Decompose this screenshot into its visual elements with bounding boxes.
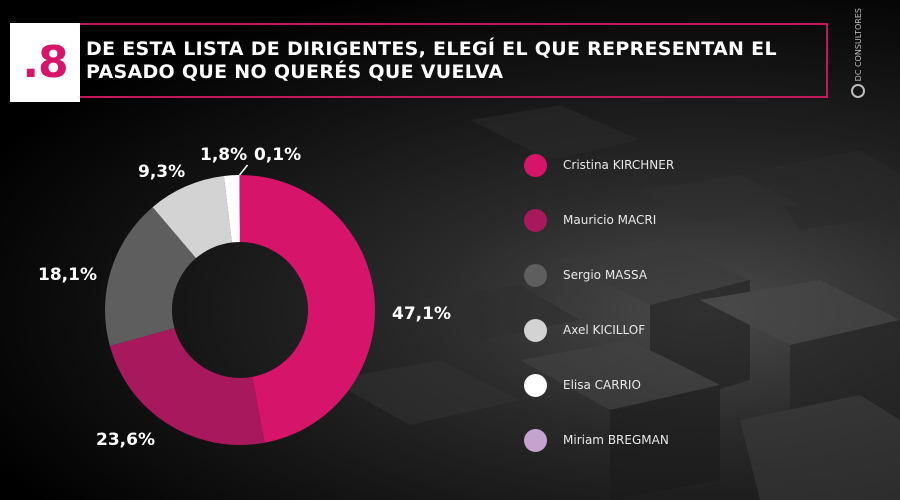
question-title-box: DE ESTA LISTA DE DIRIGENTES, ELEGÍ EL QU… xyxy=(80,23,828,98)
slice-cristina-kirchner xyxy=(240,175,376,443)
data-label-cristina-kirchner: 47,1% xyxy=(392,304,451,324)
question-number: .8 xyxy=(22,37,68,88)
slice-elisa-carrio xyxy=(223,175,240,243)
legend-item-sergio-massa: Sergio MASSA xyxy=(524,263,674,287)
data-label-axel-kicillof: 9,3% xyxy=(138,162,186,182)
legend-item-miriam-bregman: Miriam BREGMAN xyxy=(524,428,674,452)
legend-swatch-mauricio-macri xyxy=(524,208,547,232)
legend-item-mauricio-macri: Mauricio MACRI xyxy=(524,208,674,232)
legend: Cristina KIRCHNER Mauricio MACRI Sergio MA… xyxy=(524,153,674,483)
question-number-box: .8 xyxy=(10,23,80,102)
legend-item-cristina-kirchner: Cristina KIRCHNER xyxy=(524,153,674,177)
legend-label-elisa-carrio: Elisa CARRIO xyxy=(563,378,641,392)
legend-label-cristina-kirchner: Cristina KIRCHNER xyxy=(563,158,675,172)
data-label-sergio-massa: 18,1% xyxy=(38,265,97,285)
legend-item-axel-kicillof: Axel KICILLOF xyxy=(524,318,674,342)
slice-miriam-bregman xyxy=(239,175,240,243)
brand-logo: DC CONSULTORES xyxy=(848,8,868,108)
legend-label-miriam-bregman: Miriam BREGMAN xyxy=(563,433,669,447)
slice-axel-kicillof xyxy=(152,175,232,259)
legend-label-mauricio-macri: Mauricio MACRI xyxy=(563,213,657,227)
legend-swatch-elisa-carrio xyxy=(524,373,547,397)
data-label-miriam-bregman: 0,1% xyxy=(254,145,302,165)
brand-circle-icon xyxy=(851,84,865,99)
legend-item-elisa-carrio: Elisa CARRIO xyxy=(524,373,674,397)
legend-swatch-cristina-kirchner xyxy=(524,153,547,177)
legend-swatch-sergio-massa xyxy=(524,263,547,287)
data-label-elisa-carrio: 1,8% xyxy=(200,145,248,165)
data-label-mauricio-macri: 23,6% xyxy=(96,430,155,450)
question-header: .8 DE ESTA LISTA DE DIRIGENTES, ELEGÍ EL… xyxy=(0,23,832,102)
legend-swatch-axel-kicillof xyxy=(524,318,547,342)
slice-sergio-massa xyxy=(104,207,197,347)
legend-label-sergio-massa: Sergio MASSA xyxy=(563,268,648,282)
leader-line xyxy=(238,164,249,176)
question-title: DE ESTA LISTA DE DIRIGENTES, ELEGÍ EL QU… xyxy=(86,37,777,83)
legend-swatch-miriam-bregman xyxy=(524,428,547,452)
legend-label-axel-kicillof: Axel KICILLOF xyxy=(563,323,646,337)
slice-mauricio-macri xyxy=(109,328,265,445)
